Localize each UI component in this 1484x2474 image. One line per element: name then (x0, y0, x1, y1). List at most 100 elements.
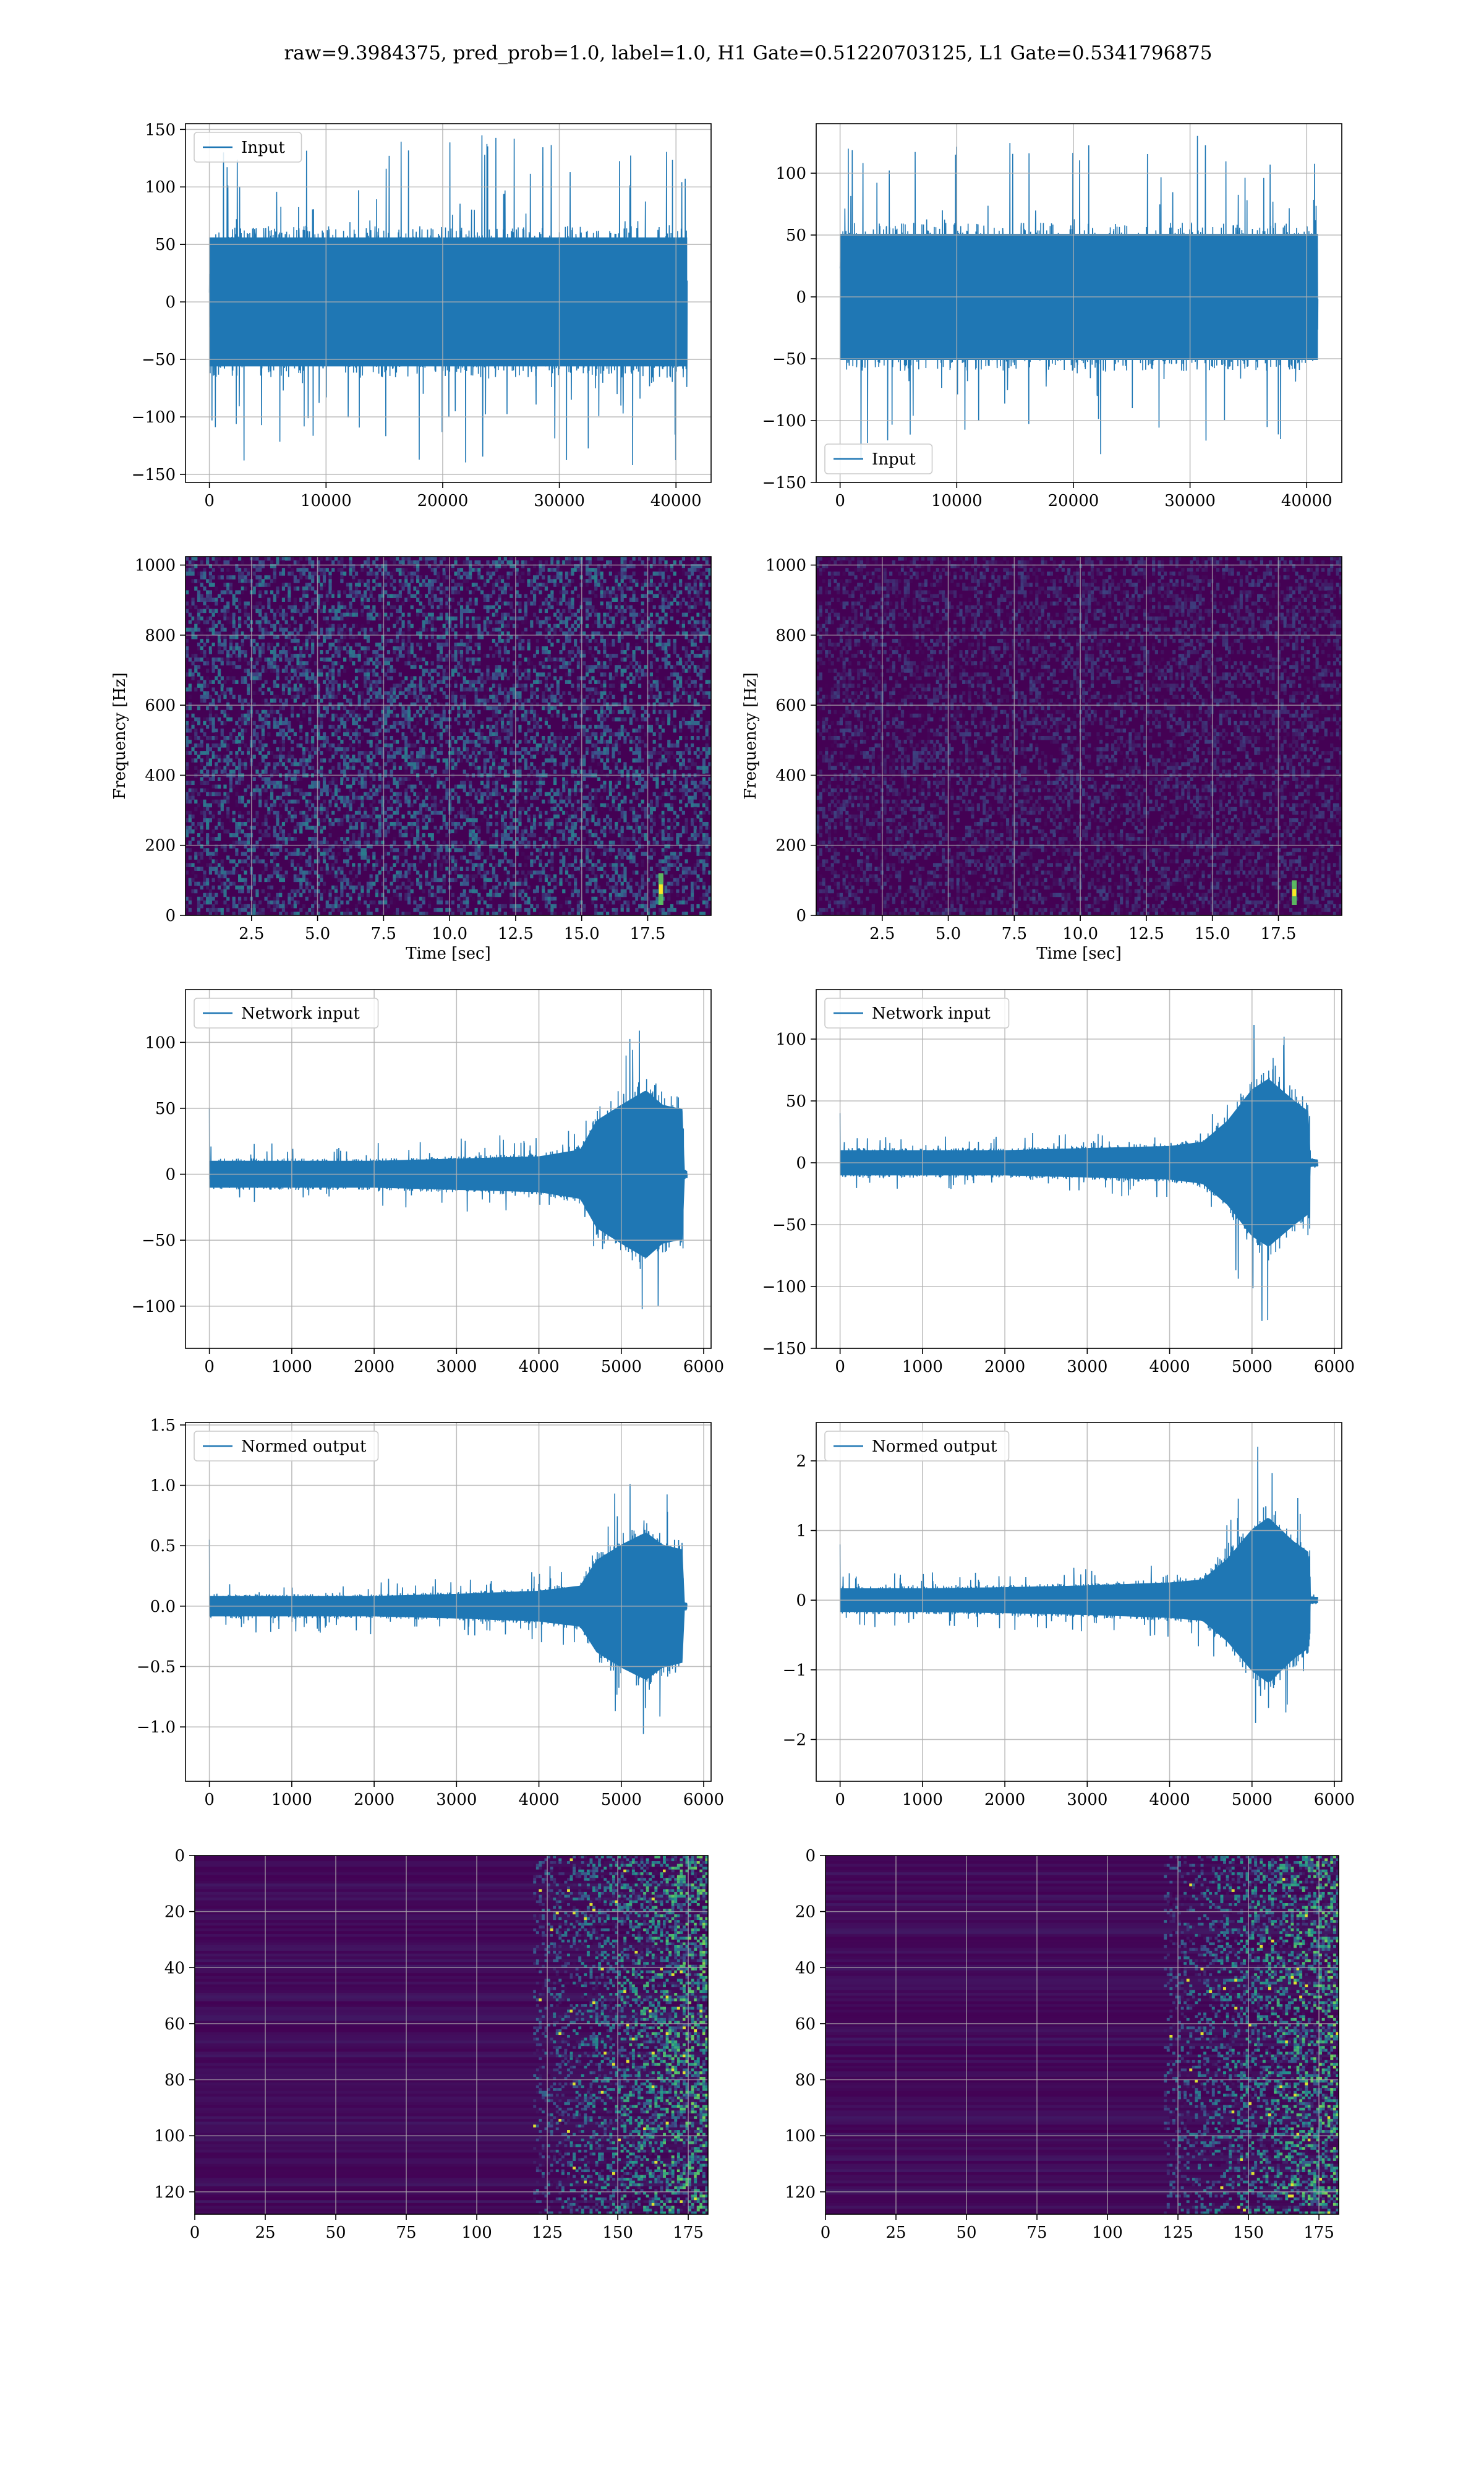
legend-label: Input (241, 139, 285, 157)
y-tick-label: 50 (155, 236, 176, 254)
chart-feature-map-h1: 0 25 50 75 100 125 150 175 0 20 40 60 80 100 120 (154, 1847, 709, 2242)
y-tick-label: 1.0 (150, 1477, 176, 1496)
y-tick-label: 100 (775, 1030, 806, 1049)
x-tick-label: 4000 (518, 1791, 559, 1809)
x-tick-label: 10.0 (1062, 925, 1098, 943)
y-tick-label: 400 (145, 766, 176, 785)
chart-svg: 0 1000 2000 3000 4000 5000 6000 −100 −50 0 50 100 Ne… (132, 989, 724, 1376)
x-tick-label: 5000 (1232, 1358, 1273, 1376)
x-tick-label: 40000 (650, 492, 702, 510)
y-tick-label: 20 (164, 1903, 185, 1922)
x-tick-label: 5000 (1232, 1791, 1273, 1809)
x-tick-label: 75 (1026, 2224, 1047, 2242)
y-tick-label: 0 (165, 293, 176, 312)
x-tick-label: 1000 (271, 1791, 312, 1809)
chart-svg: 0 10000 20000 30000 40000 −150 −100 −50 0 50 100 In… (762, 123, 1342, 510)
x-tick-label: 3000 (436, 1791, 477, 1809)
y-tick-label: 0 (165, 907, 176, 925)
y-tick-label: 0 (165, 1166, 176, 1184)
x-tick-label: 15.0 (564, 925, 600, 943)
x-tick-label: 0 (204, 492, 215, 510)
x-tick-label: 2000 (984, 1791, 1025, 1809)
axes-frame (816, 556, 1342, 916)
chart-spectrogram-h1: 2.5 5.0 7.5 10.0 12.5 15.0 17.5 0 200 400 600 800 10… (111, 556, 712, 963)
y-tick-label: 1000 (765, 557, 806, 575)
legend-label: Input (872, 450, 916, 469)
x-tick-label: 0 (204, 1358, 215, 1376)
grid (186, 990, 711, 1348)
y-axis-label: Frequency [Hz] (111, 672, 129, 800)
plot-area (208, 1484, 688, 1734)
ticks: 0 25 50 75 100 125 150 175 0 20 40 60 80 100 120 (785, 1847, 1334, 2242)
y-tick-label: 100 (154, 2127, 185, 2146)
heatmap-cells (816, 557, 1342, 916)
y-tick-label: 100 (145, 1034, 176, 1052)
y-tick-label: 50 (786, 1092, 806, 1111)
y-tick-label: 40 (164, 1959, 185, 1977)
axes-frame (194, 1855, 709, 2215)
y-tick-label: 800 (775, 627, 806, 645)
y-tick-label: 50 (155, 1100, 176, 1118)
x-tick-label: 3000 (1067, 1358, 1107, 1376)
x-tick-label: 25 (885, 2224, 906, 2242)
x-tick-label: 75 (396, 2224, 416, 2242)
axes-frame (825, 1855, 1339, 2215)
ticks: 0 1000 2000 3000 4000 5000 6000 −150 −100 −50 0 50 1… (762, 1030, 1355, 1376)
plot-area (839, 1447, 1319, 1723)
plot-area (208, 135, 688, 465)
x-tick-label: 10000 (931, 492, 983, 510)
y-tick-label: 100 (775, 165, 806, 183)
axes-frame (816, 123, 1342, 483)
x-tick-label: 150 (602, 2224, 633, 2242)
y-tick-label: 0 (174, 1847, 185, 1865)
x-tick-label: 2.5 (869, 925, 895, 943)
x-tick-label: 0 (835, 492, 845, 510)
legend: Input (194, 132, 302, 163)
axes-frame (185, 123, 712, 483)
y-tick-label: 600 (145, 696, 176, 715)
chart-normed-output-h1: 0 1000 2000 3000 4000 5000 6000 −1.0 −0.5 0.0 0.5 1… (137, 1416, 724, 1809)
x-tick-label: 2.5 (239, 925, 264, 943)
y-tick-label: 200 (775, 837, 806, 855)
x-tick-label: 1000 (902, 1358, 943, 1376)
chart-svg: 0 10000 20000 30000 40000 −150 −100 −50 0 50 100 15… (132, 121, 712, 510)
chart-feature-map-l1: 0 25 50 75 100 125 150 175 0 20 40 60 80 100 120 (785, 1847, 1339, 2242)
y-tick-label: 0.5 (150, 1537, 176, 1556)
x-tick-label: 50 (956, 2224, 976, 2242)
chart-svg: 2.5 5.0 7.5 10.0 12.5 15.0 17.5 0 200 400 600 800 10… (111, 556, 712, 963)
plot-area (208, 1030, 688, 1309)
legend: Input (824, 443, 933, 474)
x-tick-label: 1000 (902, 1791, 943, 1809)
x-tick-label: 40000 (1281, 492, 1333, 510)
plot-area (825, 1856, 1339, 2215)
y-tick-label: 0 (796, 1591, 806, 1610)
chart-network-input-l1: 0 1000 2000 3000 4000 5000 6000 −150 −100 −50 0 50 1… (762, 989, 1355, 1376)
x-tick-label: 12.5 (498, 925, 534, 943)
x-tick-label: 150 (1233, 2224, 1264, 2242)
chart-svg: 0 25 50 75 100 125 150 175 0 20 40 60 80 100 120 (154, 1847, 709, 2242)
axes-frame (816, 1422, 1342, 1782)
y-tick-label: 150 (145, 121, 176, 139)
x-tick-label: 10000 (301, 492, 352, 510)
y-tick-label: 80 (795, 2071, 816, 2090)
y-tick-label: 0 (796, 1154, 806, 1173)
x-tick-label: 6000 (1314, 1791, 1355, 1809)
x-tick-label: 20000 (417, 492, 469, 510)
y-tick-label: 200 (145, 837, 176, 855)
legend-label: Network input (241, 1004, 360, 1023)
x-tick-label: 5.0 (936, 925, 961, 943)
y-tick-label: 1.5 (150, 1416, 176, 1435)
y-tick-label: 1 (796, 1522, 806, 1541)
y-tick-label: 600 (775, 696, 806, 715)
x-tick-label: 17.5 (1261, 925, 1297, 943)
y-tick-label: 120 (154, 2183, 185, 2202)
y-tick-label: −0.5 (137, 1658, 176, 1676)
legend: Normed output (194, 1431, 379, 1462)
y-tick-label: −50 (142, 1231, 176, 1250)
x-tick-label: 2000 (984, 1358, 1025, 1376)
x-tick-label: 17.5 (630, 925, 666, 943)
x-axis-label: Time [sec] (406, 944, 491, 963)
chart-spectrogram-l1: 2.5 5.0 7.5 10.0 12.5 15.0 17.5 0 200 400 600 800 10… (741, 556, 1342, 963)
x-tick-label: 1000 (271, 1358, 312, 1376)
x-tick-label: 2000 (354, 1358, 394, 1376)
